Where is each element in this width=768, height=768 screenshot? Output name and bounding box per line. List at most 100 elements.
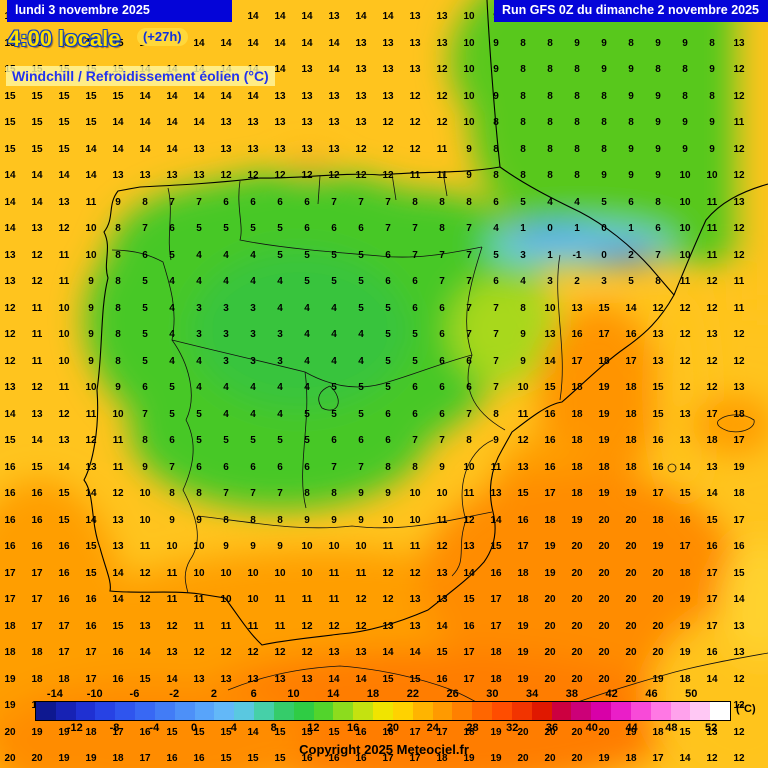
- scale-tick-label: -8: [109, 722, 120, 734]
- grid-value: 19: [598, 435, 610, 446]
- grid-value: 6: [493, 196, 499, 208]
- grid-value: 20: [598, 726, 610, 738]
- grid-value: 5: [304, 249, 310, 261]
- grid-value: 12: [247, 170, 259, 181]
- grid-value: 13: [679, 435, 691, 446]
- grid-value: 16: [733, 541, 745, 552]
- grid-value: 12: [382, 567, 394, 579]
- grid-value: 20: [544, 647, 556, 658]
- grid-value: 12: [679, 329, 691, 340]
- grid-value: 0: [601, 223, 607, 234]
- grid-value: 3: [250, 329, 256, 340]
- grid-value: 7: [196, 196, 202, 208]
- grid-value: 5: [196, 435, 202, 446]
- grid-value: 10: [274, 567, 286, 579]
- grid-value: 5: [250, 435, 256, 446]
- grid-value: 10: [139, 488, 151, 499]
- time-row: 4:00 locale (+27h): [8, 26, 188, 52]
- grid-value: 12: [409, 143, 421, 155]
- grid-value: 5: [169, 249, 175, 261]
- grid-value: 19: [4, 673, 16, 685]
- grid-value: 14: [274, 37, 286, 49]
- grid-value: 15: [220, 753, 232, 764]
- grid-value: 9: [115, 382, 121, 393]
- grid-value: 12: [679, 382, 691, 393]
- grid-value: 12: [328, 170, 340, 181]
- grid-value: 18: [625, 382, 637, 393]
- grid-value: 20: [598, 673, 610, 685]
- grid-value: 13: [247, 117, 259, 128]
- grid-value: 11: [274, 594, 286, 605]
- grid-value: 13: [301, 673, 313, 685]
- grid-value: 11: [733, 117, 745, 128]
- grid-value: 15: [706, 514, 718, 526]
- grid-value: 13: [58, 435, 70, 446]
- grid-value: 12: [733, 753, 745, 764]
- grid-value: 9: [493, 37, 499, 49]
- grid-value: 12: [301, 620, 313, 632]
- grid-value: 13: [733, 620, 745, 632]
- grid-value: 18: [571, 461, 583, 473]
- scale-segment: [472, 702, 493, 720]
- scale-tick-label: 20: [386, 722, 400, 734]
- scale-segment: [55, 702, 76, 720]
- grid-value: 20: [625, 620, 637, 632]
- grid-value: 9: [385, 488, 391, 499]
- grid-value: 12: [139, 567, 151, 579]
- grid-value: 15: [31, 461, 43, 473]
- grid-value: 12: [85, 435, 97, 446]
- grid-value: 14: [220, 90, 232, 102]
- grid-value: 8: [547, 170, 553, 181]
- grid-value: 20: [652, 567, 664, 579]
- grid-value: 19: [733, 461, 745, 473]
- grid-value: 14: [85, 170, 97, 181]
- grid-value: 6: [250, 461, 256, 473]
- scale-segment: [214, 702, 235, 720]
- grid-value: 5: [223, 435, 229, 446]
- grid-value: 13: [112, 514, 124, 526]
- grid-value: 15: [490, 541, 502, 552]
- grid-value: 6: [385, 276, 391, 287]
- grid-value: 16: [31, 488, 43, 499]
- grid-value: 13: [274, 90, 286, 102]
- grid-value: 15: [544, 382, 556, 393]
- grid-value: 13: [31, 223, 43, 234]
- scale-segment: [194, 702, 215, 720]
- grid-value: 17: [4, 567, 16, 579]
- grid-value: 10: [463, 117, 475, 128]
- grid-value: 14: [247, 37, 259, 49]
- grid-value: 20: [544, 726, 556, 738]
- grid-value: 5: [628, 276, 634, 287]
- grid-value: 5: [331, 408, 337, 420]
- grid-value: 12: [355, 143, 367, 155]
- grid-value: 10: [463, 461, 475, 473]
- grid-value: 9: [628, 143, 634, 155]
- scale-segment: [333, 702, 354, 720]
- grid-value: 14: [382, 11, 394, 22]
- scale-segment: [353, 702, 374, 720]
- grid-value: 10: [58, 355, 70, 367]
- grid-value: 12: [193, 647, 205, 658]
- grid-value: 16: [31, 541, 43, 552]
- scale-segment: [670, 702, 691, 720]
- grid-value: 8: [466, 196, 472, 208]
- grid-value: 18: [517, 567, 529, 579]
- grid-value: 17: [517, 541, 529, 552]
- grid-value: 7: [493, 329, 499, 340]
- grid-value: 14: [679, 461, 691, 473]
- grid-value: 19: [598, 382, 610, 393]
- grid-value: 18: [544, 514, 556, 526]
- grid-value: 5: [142, 355, 148, 367]
- grid-value: 20: [571, 753, 583, 764]
- grid-value: 15: [58, 488, 70, 499]
- grid-value: 4: [223, 382, 229, 393]
- grid-value: 12: [733, 329, 745, 340]
- grid-value: 18: [625, 408, 637, 420]
- grid-value: 16: [58, 541, 70, 552]
- grid-value: 7: [493, 302, 499, 314]
- grid-value: 8: [574, 90, 580, 102]
- grid-value: 11: [706, 196, 718, 208]
- scale-bar: [35, 701, 731, 721]
- grid-value: 12: [706, 302, 718, 314]
- grid-value: 15: [193, 726, 205, 738]
